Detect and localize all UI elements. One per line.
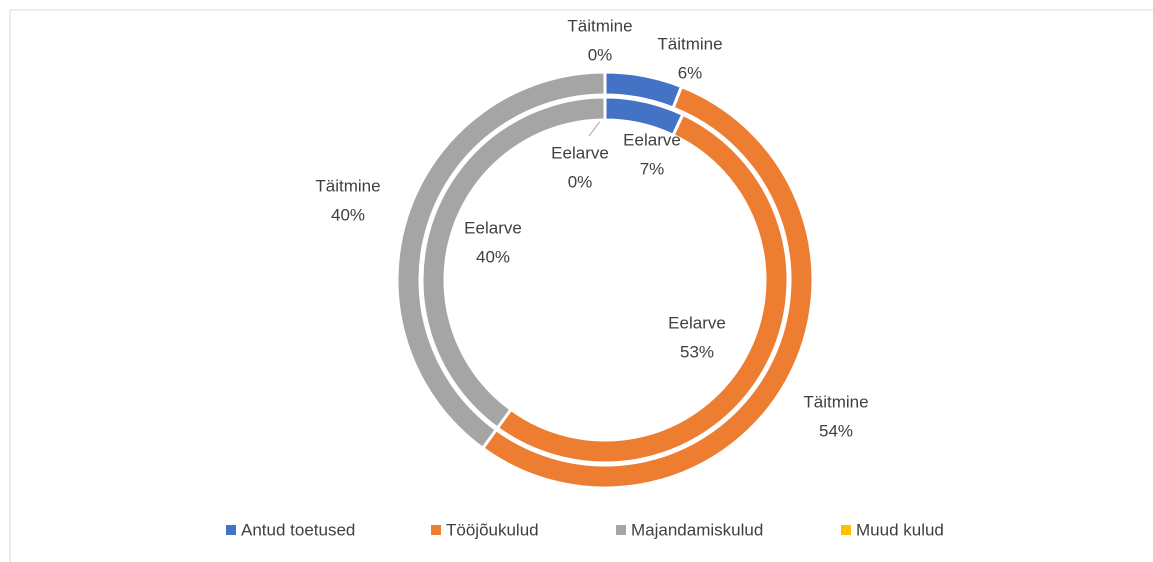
legend-swatch: [226, 525, 236, 535]
leader-line: [588, 119, 602, 137]
data-label-name: Täitmine: [803, 392, 868, 411]
data-label-value: 54%: [819, 421, 853, 440]
data-label-name: Eelarve: [551, 143, 609, 162]
data-label-name: Eelarve: [668, 313, 726, 332]
legend-swatch: [431, 525, 441, 535]
legend-swatch: [616, 525, 626, 535]
data-label-name: Eelarve: [464, 218, 522, 237]
data-label-name: Täitmine: [315, 176, 380, 195]
data-label-name: Täitmine: [657, 34, 722, 53]
legend-label: Tööjõukulud: [446, 520, 539, 539]
legend-label: Muud kulud: [856, 520, 944, 539]
legend-label: Antud toetused: [241, 520, 355, 539]
data-label-value: 53%: [680, 342, 714, 361]
data-label-name: Täitmine: [567, 16, 632, 35]
data-label-value: 0%: [568, 172, 593, 191]
data-label-value: 40%: [476, 247, 510, 266]
legend-label: Majandamiskulud: [631, 520, 763, 539]
legend-swatch: [841, 525, 851, 535]
data-label-name: Eelarve: [623, 130, 681, 149]
data-label-value: 7%: [640, 159, 665, 178]
data-label-value: 6%: [678, 63, 703, 82]
data-label-value: 40%: [331, 205, 365, 224]
data-label-value: 0%: [588, 45, 613, 64]
